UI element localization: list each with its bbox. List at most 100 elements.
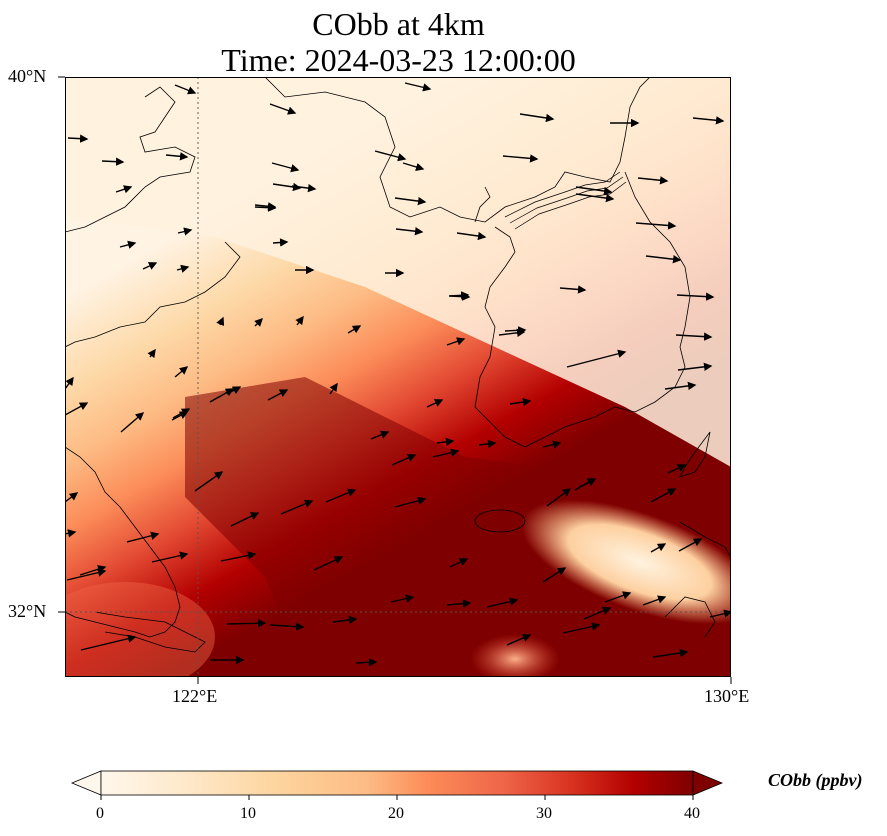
colorbar-tick-20: 20 xyxy=(388,805,404,822)
wind-arrow xyxy=(709,609,731,618)
wind-arrow xyxy=(177,227,193,236)
wind-arrow xyxy=(174,366,189,378)
wind-arrow xyxy=(313,556,344,571)
wind-arrow xyxy=(151,551,189,563)
wind-arrow xyxy=(390,594,415,603)
wind-arrow xyxy=(329,382,338,395)
colorbar-extend-low xyxy=(70,770,102,796)
wind-arrow xyxy=(147,348,156,359)
wind-arrow xyxy=(272,238,289,247)
wind-arrow xyxy=(456,231,487,241)
wind-arrow xyxy=(652,648,689,658)
wind-arrow xyxy=(509,397,532,407)
wind-arrow xyxy=(291,183,317,193)
wind-arrow xyxy=(559,285,587,294)
title-line-1: CObb at 4km xyxy=(312,6,485,42)
colorbar-tick-10: 10 xyxy=(240,805,256,822)
wind-arrow xyxy=(635,221,677,230)
wind-arrow xyxy=(426,399,444,408)
wind-arrow xyxy=(280,499,314,515)
wind-arrow xyxy=(436,437,455,447)
wind-arrow xyxy=(355,658,378,667)
wind-arrow xyxy=(80,634,137,651)
wind-arrow xyxy=(165,152,189,161)
wind-arrow xyxy=(67,134,89,143)
colorbar-body xyxy=(100,770,694,796)
wind-arrow xyxy=(664,381,697,391)
wind-arrow xyxy=(65,376,74,390)
colorbar-tick-30: 30 xyxy=(536,805,552,822)
wind-arrow xyxy=(120,412,145,433)
wind-arrow xyxy=(226,618,267,628)
wind-arrow xyxy=(272,182,302,192)
wind-arrow xyxy=(325,488,357,503)
colorbar-extend-high xyxy=(692,770,724,796)
wind-arrow xyxy=(370,430,390,440)
coastlines xyxy=(65,77,731,653)
wind-arrow xyxy=(637,176,669,185)
wind-arrow xyxy=(449,292,471,301)
gridlines xyxy=(65,77,731,677)
lat-label-32N: 32°N xyxy=(8,601,47,621)
wind-vectors xyxy=(65,82,731,667)
wind-arrow xyxy=(194,471,224,492)
wind-arrow xyxy=(449,558,469,568)
wind-arrow xyxy=(126,531,160,543)
wind-arrow xyxy=(676,292,715,301)
wind-arrow xyxy=(394,196,427,206)
wind-arrow xyxy=(604,591,632,603)
wind-arrow xyxy=(542,440,562,449)
wind-arrow xyxy=(174,84,197,95)
title-line-2: Time: 2024-03-23 12:00:00 xyxy=(221,42,576,78)
lat-label-40N: 40°N xyxy=(8,66,47,86)
colorbar-label: CObb (ppbv) xyxy=(768,770,863,790)
wind-arrow xyxy=(101,157,125,166)
map-panel xyxy=(65,77,731,677)
wind-arrow xyxy=(402,162,425,172)
wind-arrow xyxy=(650,543,667,553)
wind-arrow xyxy=(562,622,601,634)
wind-arrow xyxy=(575,193,615,203)
clean-air-patch-south xyxy=(470,634,560,677)
wind-arrow xyxy=(269,622,305,631)
high-concentration-core xyxy=(185,377,731,677)
wind-arrow xyxy=(583,606,612,620)
wind-arrow xyxy=(546,488,572,507)
wind-arrow xyxy=(254,318,263,327)
wind-arrow xyxy=(176,264,190,273)
wind-arrow xyxy=(347,325,362,334)
wind-arrow xyxy=(404,82,432,92)
wind-arrow xyxy=(295,315,304,326)
wind-arrow xyxy=(171,411,189,421)
wind-arrow xyxy=(267,389,289,401)
wind-arrow xyxy=(65,492,79,503)
wind-arrow xyxy=(677,362,713,372)
wind-arrow xyxy=(209,388,235,403)
wind-arrow xyxy=(115,185,133,194)
wind-arrow xyxy=(675,332,713,341)
wind-arrow xyxy=(574,478,597,491)
wind-arrow xyxy=(220,551,257,562)
wind-arrow xyxy=(542,567,567,583)
wind-arrow xyxy=(432,448,460,458)
wind-arrow xyxy=(498,328,526,338)
wind-arrow xyxy=(566,349,627,368)
colorbar-tick-0: 0 xyxy=(96,805,104,822)
lighter-patch-southwest xyxy=(65,582,215,677)
wind-arrow xyxy=(446,599,472,608)
wind-arrow xyxy=(395,227,424,236)
wind-arrow xyxy=(230,512,260,527)
wind-arrow xyxy=(142,262,158,270)
wind-arrow xyxy=(667,464,687,474)
colorbar-tick-40: 40 xyxy=(684,805,700,822)
wind-arrow xyxy=(79,565,107,576)
wind-arrow xyxy=(374,150,407,162)
wind-arrow xyxy=(216,316,225,327)
wind-arrow xyxy=(254,203,277,212)
wind-arrow xyxy=(486,597,519,608)
wind-arrow xyxy=(65,402,89,416)
map-border xyxy=(65,77,731,677)
wind-arrow xyxy=(269,103,297,115)
wind-arrow xyxy=(394,496,427,508)
